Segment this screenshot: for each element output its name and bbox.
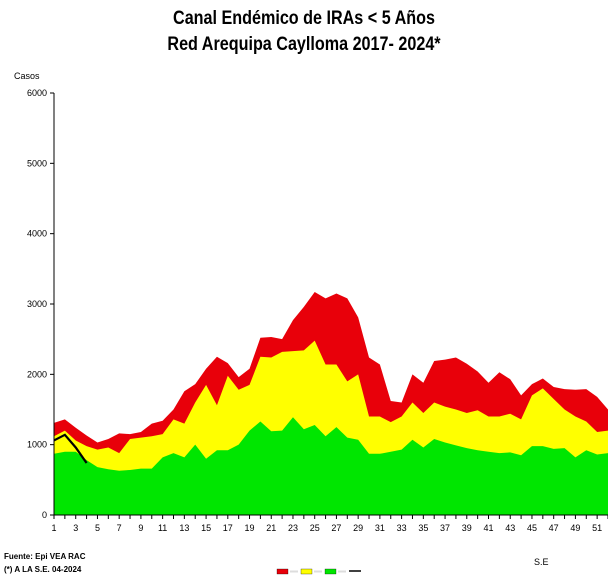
y-tick-label: 0 xyxy=(42,510,47,520)
x-tick-label: 7 xyxy=(117,523,122,533)
legend-label-seguridad xyxy=(338,570,346,573)
y-tick-label: 4000 xyxy=(27,229,47,239)
x-tick-label: 11 xyxy=(158,523,167,533)
x-tick-label: 9 xyxy=(138,523,143,533)
x-tick-label: 27 xyxy=(331,523,341,533)
x-axis-label: S.E xyxy=(534,557,549,567)
x-tick-label: 15 xyxy=(201,523,211,533)
source-note: Fuente: Epi VEA RAC xyxy=(4,552,86,561)
y-tick-label: 6000 xyxy=(27,88,47,98)
y-tick-label: 2000 xyxy=(27,369,47,379)
legend-swatch-alarma xyxy=(300,568,313,575)
x-tick-label: 29 xyxy=(353,523,363,533)
legend-swatch-seguridad xyxy=(324,568,337,575)
x-tick-label: 5 xyxy=(95,523,100,533)
y-tick-label: 1000 xyxy=(27,440,47,450)
y-axis-label: Casos xyxy=(14,71,40,81)
x-tick-label: 51 xyxy=(592,523,602,533)
y-tick-label: 5000 xyxy=(27,158,47,168)
line-2024 xyxy=(53,433,88,464)
x-tick-label: 1 xyxy=(51,523,56,533)
x-tick-label: 35 xyxy=(418,523,428,533)
x-tick-label: 17 xyxy=(223,523,233,533)
x-tick-label: 43 xyxy=(505,523,515,533)
y-tick-label: 3000 xyxy=(27,299,47,309)
x-tick-label: 31 xyxy=(375,523,385,533)
x-tick-label: 39 xyxy=(462,523,472,533)
x-tick-label: 21 xyxy=(266,523,276,533)
x-tick-label: 23 xyxy=(288,523,298,533)
x-tick-label: 49 xyxy=(570,523,580,533)
legend-label-alarma xyxy=(314,570,322,573)
x-tick-label: 45 xyxy=(527,523,537,533)
x-tick-label: 25 xyxy=(310,523,320,533)
x-tick-label: 37 xyxy=(440,523,450,533)
area-seguridad xyxy=(54,417,608,515)
chart-title: Canal Endémico de IRAs < 5 Años xyxy=(173,8,435,29)
line-layers xyxy=(53,433,88,464)
x-tick-label: 19 xyxy=(245,523,255,533)
x-tick-label: 33 xyxy=(397,523,407,533)
x-tick-label: 47 xyxy=(549,523,559,533)
x-tick-label: 13 xyxy=(179,523,189,533)
cutoff-note: (*) A LA S.E. 04-2024 xyxy=(4,565,82,574)
legend xyxy=(276,568,361,575)
area-layers xyxy=(54,292,608,515)
legend-swatch-epidemia xyxy=(276,568,289,575)
x-tick-label: 41 xyxy=(484,523,494,533)
x-tick-label: 3 xyxy=(73,523,78,533)
legend-label-epidemia xyxy=(290,570,298,573)
chart-subtitle: Red Arequipa Caylloma 2017- 2024* xyxy=(167,34,441,55)
